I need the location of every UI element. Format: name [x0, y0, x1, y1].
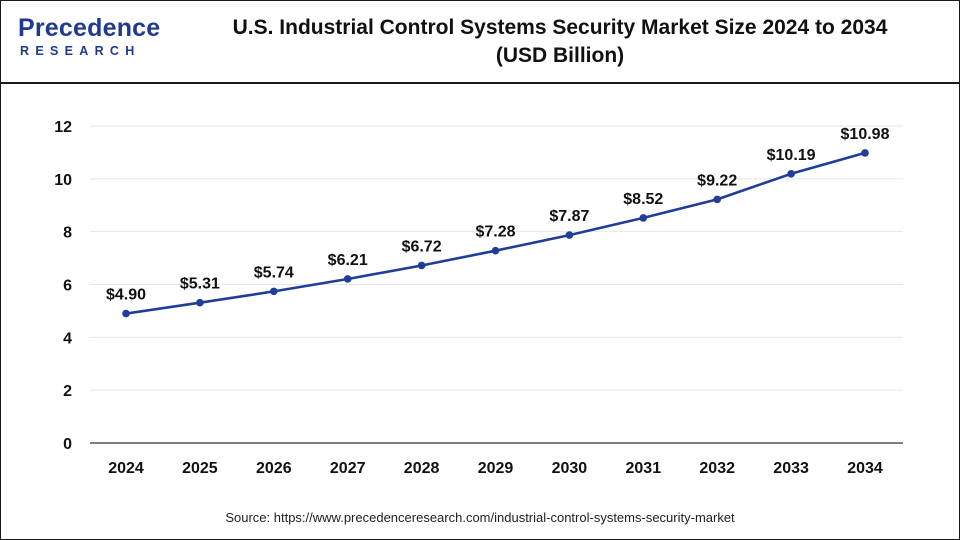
y-tick-label: 2	[63, 383, 72, 400]
chart-title-line-1: U.S. Industrial Control Systems Security…	[232, 16, 888, 39]
data-label-2025: $5.31	[180, 276, 220, 293]
logo-subtitle: RESEARCH	[20, 44, 141, 58]
data-point-2029	[491, 246, 500, 255]
data-label-2029: $7.28	[475, 224, 515, 241]
data-point-2027	[343, 275, 352, 283]
data-label-2031: $8.52	[623, 191, 663, 208]
x-tick-label: 2032	[699, 460, 735, 477]
x-tick-label: 2029	[478, 460, 514, 477]
y-tick-labels: 0 2 4 6 8 10 12	[54, 119, 72, 453]
x-tick-label: 2025	[182, 460, 218, 477]
x-tick-label: 2033	[773, 460, 809, 477]
x-tick-label: 2027	[330, 460, 366, 477]
data-label-2033: $10.19	[767, 147, 816, 164]
x-tick-label: 2034	[847, 460, 883, 477]
y-tick-label: 12	[54, 119, 72, 136]
x-tick-label: 2030	[552, 460, 588, 477]
logo-wordmark: Precedence	[18, 14, 161, 42]
data-label-2032: $9.22	[697, 172, 737, 189]
header-divider	[0, 82, 960, 84]
header: Precedence RESEARCH U.S. Industrial Cont…	[0, 0, 960, 82]
y-tick-label: 8	[63, 225, 72, 242]
data-label-2030: $7.87	[549, 208, 589, 225]
data-point-2024	[122, 309, 130, 318]
x-tick-label: 2028	[404, 460, 440, 477]
source-note: Source: https://www.precedenceresearch.c…	[225, 510, 735, 525]
data-label-2034: $10.98	[841, 126, 890, 143]
y-tick-label: 4	[63, 330, 72, 347]
data-point-2033	[787, 170, 795, 178]
grid-lines	[90, 125, 903, 391]
data-label-2028: $6.72	[402, 238, 442, 255]
data-point-2025	[196, 298, 204, 307]
x-tick-label: 2024	[108, 460, 144, 477]
y-tick-label: 10	[54, 172, 72, 189]
data-point-2026	[270, 287, 278, 296]
data-point-2034	[861, 149, 869, 157]
chart-title-line-2: (USD Billion)	[495, 44, 625, 67]
data-point-2030	[565, 231, 574, 239]
data-point-2032	[713, 195, 721, 204]
precedence-research-logo: Precedence RESEARCH	[18, 14, 168, 64]
data-label-2026: $5.74	[254, 264, 294, 281]
data-point-2031	[639, 214, 648, 222]
x-tick-label: 2026	[256, 460, 292, 477]
chart-title: U.S. Industrial Control Systems Security…	[200, 14, 920, 70]
x-tick-labels: 2024 2025 2026 2027 2028 2029 2030 2031 2032 2033…	[108, 460, 883, 477]
x-tick-label: 2031	[626, 460, 662, 477]
data-label-2027: $6.21	[328, 252, 368, 269]
data-label-2024: $4.90	[106, 287, 146, 304]
y-tick-label: 6	[63, 278, 72, 295]
data-point-2028	[417, 261, 426, 270]
data-labels: $4.90 $5.31 $5.74 $6.21 $6.72 $7.28 $7.87 $8.52…	[106, 126, 890, 304]
y-tick-label: 0	[63, 436, 72, 453]
data-markers	[122, 149, 869, 318]
